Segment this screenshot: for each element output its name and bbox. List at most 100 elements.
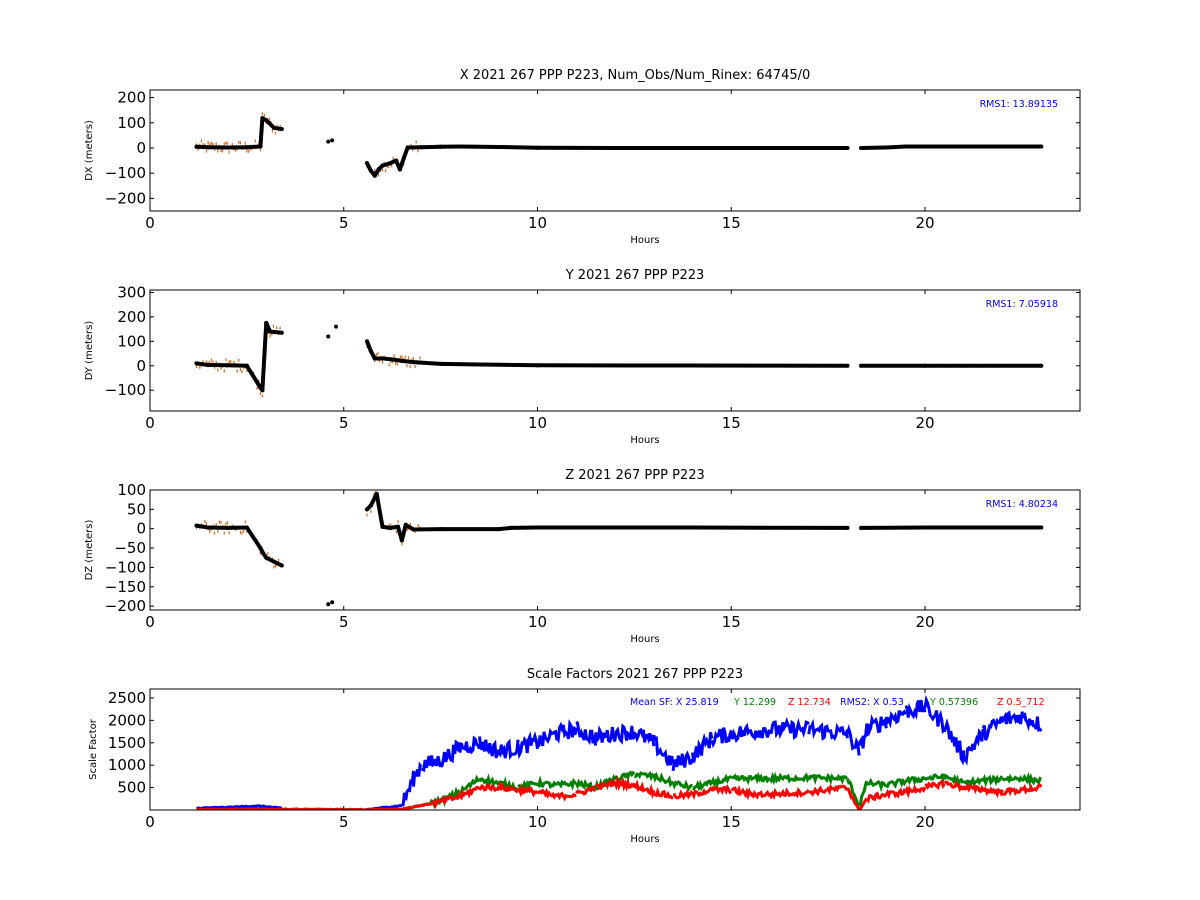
y-tick-label: 100 <box>117 332 146 350</box>
data-point <box>399 358 404 363</box>
trace-segment <box>244 525 263 551</box>
scatter-point <box>225 141 227 145</box>
series-X-segment <box>942 718 966 766</box>
scatter-point <box>243 529 245 533</box>
scatter-point <box>415 140 417 144</box>
data-point <box>225 145 230 150</box>
chart-3: Scale Factors 2021 267 PPP P223 Mean SF: … <box>88 667 1081 845</box>
scatter-point <box>276 326 278 330</box>
data-point <box>372 356 377 361</box>
scatter-point <box>271 129 274 133</box>
series-X-segment <box>769 717 810 741</box>
series-Y-segment <box>555 777 577 791</box>
scatter-point <box>244 141 246 145</box>
series-Y-segment <box>536 775 558 790</box>
data-point <box>399 538 404 543</box>
scatter-point <box>414 530 416 534</box>
axes-frame <box>149 688 1081 811</box>
series-Z-segment <box>633 779 656 800</box>
scatter-point <box>370 509 372 513</box>
scatter-point <box>388 164 390 168</box>
series-X-segment <box>400 770 415 807</box>
series-Y-segment <box>846 778 860 807</box>
data-point <box>690 525 695 530</box>
scatter-point <box>268 117 270 121</box>
series-Z-segment <box>962 782 985 795</box>
scatter-point <box>212 142 214 146</box>
scatter-point <box>274 564 277 568</box>
scatter-point <box>207 141 209 145</box>
x-tick-label: 0 <box>145 813 155 831</box>
scatter-point <box>210 141 212 145</box>
data-point <box>244 525 249 530</box>
series-X-segment <box>575 720 598 746</box>
y-tick-label: 50 <box>127 500 146 518</box>
x-tick-label: 15 <box>722 414 741 432</box>
scatter-point <box>419 356 421 360</box>
series-Z-segment <box>613 775 636 792</box>
series-X-segment <box>226 804 259 810</box>
scatter-point <box>256 386 258 390</box>
series-Z-segment <box>865 791 888 804</box>
scatter-point <box>259 148 262 152</box>
series-Z-segment <box>478 783 501 793</box>
series-X-segment <box>981 716 1004 741</box>
scatter-point <box>223 369 225 373</box>
data-point <box>411 527 416 532</box>
scatter-point <box>258 379 260 383</box>
series-X-segment <box>613 723 636 745</box>
scatter-point <box>239 368 242 372</box>
y-axis-label: DY (meters) <box>84 321 95 381</box>
data-point <box>225 363 230 368</box>
series-Z-segment <box>884 787 907 800</box>
scatter-point <box>399 355 401 359</box>
series-X-segment <box>440 739 462 768</box>
x-tick-label: 10 <box>528 613 547 631</box>
series-Y-segment <box>1021 771 1042 787</box>
scatter-point <box>205 149 208 153</box>
series-X-segment <box>846 724 861 756</box>
scatter-point <box>392 156 394 160</box>
data-point <box>368 349 373 354</box>
scatter-point <box>374 168 376 172</box>
y-tick-label: −100 <box>105 558 146 576</box>
scatter-point <box>374 359 376 363</box>
chart-title: Z 2021 267 PPP P223 <box>565 468 705 483</box>
scatter-point <box>202 360 204 364</box>
y-tick-label: 2000 <box>108 711 146 729</box>
data-point <box>419 145 424 150</box>
scatter-point <box>406 364 408 368</box>
trace-segment <box>399 522 408 543</box>
data-point <box>405 145 410 150</box>
data-point <box>258 546 263 551</box>
y-axis-label: DX (meters) <box>84 120 95 181</box>
series-X-segment <box>421 755 443 773</box>
scatter-point <box>417 524 419 528</box>
series-X-segment <box>729 722 772 744</box>
data-point <box>477 362 482 367</box>
scatter-point <box>393 353 395 357</box>
series-Y-segment <box>730 771 771 786</box>
scatter-point <box>204 143 206 147</box>
data-point <box>388 161 393 166</box>
series-X-segment <box>477 736 501 759</box>
data-point <box>411 360 416 365</box>
scatter-point <box>379 169 382 173</box>
trace-segment <box>496 144 540 150</box>
series-Y-segment <box>692 779 714 792</box>
mean-sf-x: Mean SF: X 25.819 <box>630 697 719 708</box>
axes-frame <box>149 289 1081 412</box>
data-point <box>372 173 377 178</box>
scatter-point <box>209 529 211 533</box>
scatter-point <box>236 369 238 373</box>
data-point <box>401 156 406 161</box>
scatter-point <box>209 361 211 365</box>
scatter-point <box>220 520 222 524</box>
scatter-point <box>381 168 384 172</box>
scatter-point <box>261 112 263 116</box>
scatter-point <box>276 124 278 128</box>
scatter-point <box>391 360 394 364</box>
series-Y-segment <box>768 771 811 786</box>
scatter-point <box>269 334 271 338</box>
series-X-segment <box>594 725 617 744</box>
